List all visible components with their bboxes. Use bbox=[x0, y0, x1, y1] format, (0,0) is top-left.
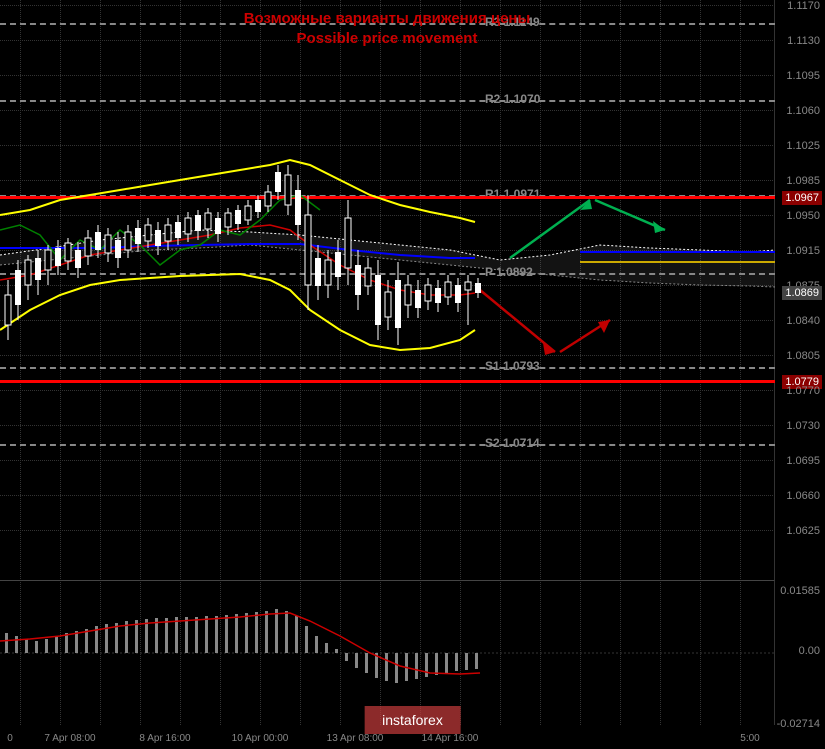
x-label: 13 Apr 08:00 bbox=[327, 733, 384, 744]
y-label: 1.0985 bbox=[786, 175, 820, 187]
y-label-highlight: 1.0967 bbox=[782, 191, 822, 205]
x-label: 10 Apr 00:00 bbox=[232, 733, 289, 744]
y-label-indicator: 0.00 bbox=[799, 645, 820, 657]
x-label: 5:00 bbox=[740, 733, 759, 744]
y-label: 1.1095 bbox=[786, 70, 820, 82]
y-label: 1.1060 bbox=[786, 105, 820, 117]
y-label-indicator: 0.01585 bbox=[780, 585, 820, 597]
chart-title-en: Possible price movement bbox=[0, 30, 774, 47]
watermark: instaforex bbox=[364, 706, 461, 734]
y-label: 1.1170 bbox=[787, 0, 820, 12]
y-label: 1.0625 bbox=[786, 525, 820, 537]
y-label: 1.0840 bbox=[786, 315, 820, 327]
x-label: 0 bbox=[7, 733, 13, 744]
y-label: 1.0950 bbox=[786, 210, 820, 222]
main-chart[interactable]: R3 1.1149 R2 1.1070 R1 1.0971 P 1.0892 S… bbox=[0, 0, 775, 580]
y-label: 1.0770 bbox=[786, 385, 820, 397]
y-label: 1.0730 bbox=[786, 420, 820, 432]
indicator-panel[interactable] bbox=[0, 580, 775, 725]
y-label: 1.0805 bbox=[786, 350, 820, 362]
y-label-current: 1.0869 bbox=[782, 286, 822, 300]
candlestick-layer bbox=[0, 0, 775, 580]
x-label: 7 Apr 08:00 bbox=[44, 733, 95, 744]
x-label: 8 Apr 16:00 bbox=[139, 733, 190, 744]
y-label: 1.1025 bbox=[786, 140, 820, 152]
y-axis: 1.1170 1.1130 1.1095 1.1060 1.1025 1.098… bbox=[775, 0, 825, 749]
y-label: 1.0660 bbox=[786, 490, 820, 502]
chart-container: R3 1.1149 R2 1.1070 R1 1.0971 P 1.0892 S… bbox=[0, 0, 825, 749]
macd-indicator bbox=[0, 581, 775, 726]
y-label-indicator: -0.02714 bbox=[777, 718, 820, 730]
chart-title-ru: Возможные варианты движения цены bbox=[0, 10, 774, 27]
y-label: 1.0695 bbox=[786, 455, 820, 467]
y-label: 1.0915 bbox=[786, 245, 820, 257]
x-label: 14 Apr 16:00 bbox=[422, 733, 479, 744]
y-label: 1.1130 bbox=[787, 35, 820, 47]
